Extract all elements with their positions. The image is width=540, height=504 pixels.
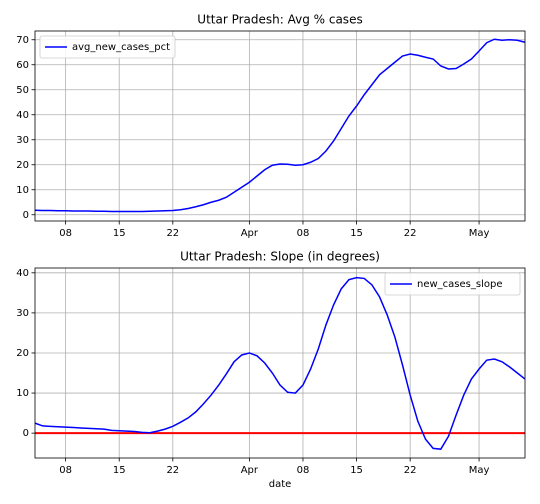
chart-title: Uttar Pradesh: Slope (in degrees) xyxy=(180,250,380,264)
legend-box xyxy=(39,35,176,59)
chart-title: Uttar Pradesh: Avg % cases xyxy=(197,13,362,27)
axes-frame xyxy=(34,30,526,222)
x-tick-label: 15 xyxy=(113,465,126,476)
x-tick-label: 15 xyxy=(350,228,363,239)
y-tick-label: 70 xyxy=(16,35,29,46)
y-tick-label: 0 xyxy=(23,210,29,221)
x-tick-label: Apr xyxy=(241,228,259,239)
x-tick-label: 22 xyxy=(404,465,417,476)
x-tick-label: Apr xyxy=(241,465,259,476)
y-tick-label: 10 xyxy=(16,388,29,399)
x-tick-label: 08 xyxy=(297,228,310,239)
x-tick-label: 15 xyxy=(113,228,126,239)
x-tick-label: 22 xyxy=(166,465,179,476)
y-tick-label: 20 xyxy=(16,348,29,359)
line-series xyxy=(34,276,526,450)
x-tick-label: 08 xyxy=(59,228,72,239)
x-tick-label: 08 xyxy=(297,465,310,476)
y-tick-label: 30 xyxy=(16,308,29,319)
x-tick-label: 15 xyxy=(350,465,363,476)
y-tick-label: 0 xyxy=(23,428,29,439)
y-tick-label: 30 xyxy=(16,135,29,146)
x-axis-label: date xyxy=(269,479,292,490)
x-tick-label: 22 xyxy=(166,228,179,239)
y-tick-label: 20 xyxy=(16,160,29,171)
legend-box xyxy=(384,272,521,296)
y-tick-label: 50 xyxy=(16,85,29,96)
line-series xyxy=(34,38,526,213)
y-tick-label: 10 xyxy=(16,185,29,196)
x-tick-label: 22 xyxy=(404,228,417,239)
y-tick-label: 60 xyxy=(16,60,29,71)
legend-label: avg_new_cases_pct xyxy=(72,42,170,53)
y-tick-label: 40 xyxy=(16,110,29,121)
x-tick-label: May xyxy=(469,228,490,239)
axes-frame xyxy=(34,267,526,459)
y-tick-label: 40 xyxy=(16,268,29,279)
x-tick-label: 08 xyxy=(59,465,72,476)
legend-label: new_cases_slope xyxy=(417,279,502,290)
x-tick-label: May xyxy=(469,465,490,476)
